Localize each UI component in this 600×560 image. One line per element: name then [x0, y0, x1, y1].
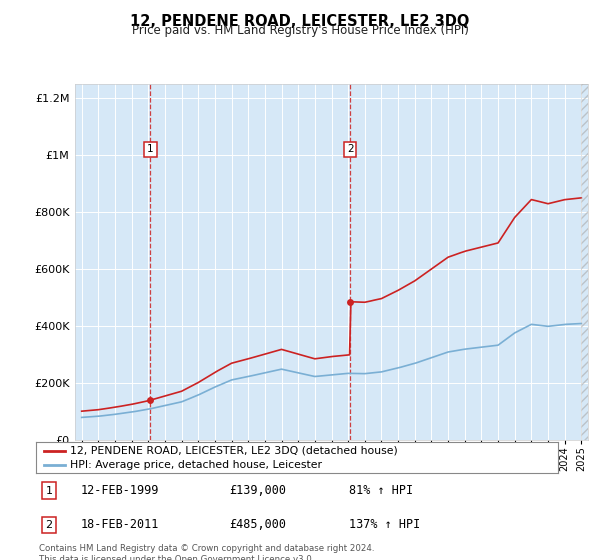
Text: 1: 1: [147, 144, 154, 155]
Text: £139,000: £139,000: [229, 484, 286, 497]
Text: HPI: Average price, detached house, Leicester: HPI: Average price, detached house, Leic…: [70, 460, 322, 470]
Text: 137% ↑ HPI: 137% ↑ HPI: [349, 519, 421, 531]
Text: 2: 2: [46, 520, 53, 530]
Text: Price paid vs. HM Land Registry's House Price Index (HPI): Price paid vs. HM Land Registry's House …: [131, 24, 469, 37]
Text: 18-FEB-2011: 18-FEB-2011: [80, 519, 159, 531]
Text: 1: 1: [46, 486, 53, 496]
Text: 12-FEB-1999: 12-FEB-1999: [80, 484, 159, 497]
Text: 81% ↑ HPI: 81% ↑ HPI: [349, 484, 413, 497]
Text: Contains HM Land Registry data © Crown copyright and database right 2024.
This d: Contains HM Land Registry data © Crown c…: [39, 544, 374, 560]
Text: 12, PENDENE ROAD, LEICESTER, LE2 3DQ: 12, PENDENE ROAD, LEICESTER, LE2 3DQ: [130, 14, 470, 29]
Text: £485,000: £485,000: [229, 519, 286, 531]
Text: 2: 2: [347, 144, 353, 155]
Text: 12, PENDENE ROAD, LEICESTER, LE2 3DQ (detached house): 12, PENDENE ROAD, LEICESTER, LE2 3DQ (de…: [70, 446, 398, 456]
